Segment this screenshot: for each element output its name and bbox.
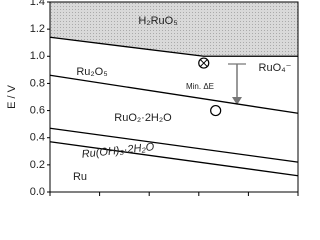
marker xyxy=(210,104,222,117)
boundary-line xyxy=(49,141,299,177)
y-tick-label: 1.2 xyxy=(30,23,45,35)
y-tick-label: 0.4 xyxy=(30,132,45,144)
y-tick-label: 1.4 xyxy=(30,0,45,8)
y-tick-label: 0.8 xyxy=(30,77,45,89)
region-label: Ru₂O₅ xyxy=(76,66,107,78)
region-label: Ru xyxy=(73,171,87,183)
y-tick-label: 1.0 xyxy=(30,50,45,62)
region-label: Ru(OH)₃·2H₂O xyxy=(81,141,155,161)
region-label: H₂RuO₅ xyxy=(138,15,177,27)
marker-circle xyxy=(210,104,222,117)
region-label: RuO₂·2H₂O xyxy=(114,112,172,124)
boundary-line xyxy=(49,127,299,163)
boundary-line xyxy=(49,74,299,114)
region-label: RuO₄⁻ xyxy=(259,62,292,74)
boundary-line xyxy=(49,36,298,57)
chart: E / V 0.0 0.2 0.4 0.6 0.8 1.0 1.2 1.4 H₂RuO₅ Ru₂O… xyxy=(6,0,299,198)
y-axis-label: E / V xyxy=(6,84,18,109)
arrow xyxy=(228,63,246,105)
region-label: Min. ΔE xyxy=(186,82,214,91)
plot-frame xyxy=(49,1,299,193)
marker-cross xyxy=(199,59,208,67)
y-tick-label: 0.2 xyxy=(30,159,45,171)
y-tick-label: 0.6 xyxy=(30,104,45,116)
marker xyxy=(198,57,210,69)
shaded-region xyxy=(50,2,298,57)
y-tick-label: 0.0 xyxy=(30,186,45,198)
